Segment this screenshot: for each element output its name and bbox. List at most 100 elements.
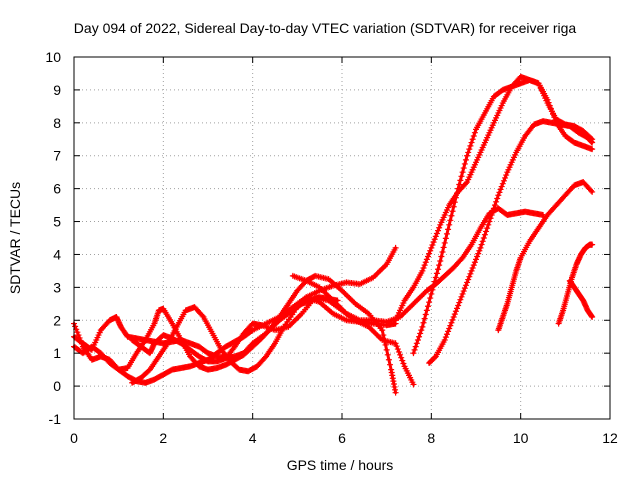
data-point (491, 202, 498, 209)
data-point (399, 357, 406, 364)
data-point (499, 180, 506, 187)
data-point (588, 187, 595, 194)
data-point (450, 203, 457, 210)
data-point (379, 327, 386, 334)
data-point (458, 293, 465, 300)
data-point (456, 299, 463, 306)
series-layer (71, 73, 596, 396)
data-point (468, 267, 475, 274)
data-point (413, 340, 420, 347)
y-tick-label: -1 (49, 411, 62, 427)
data-point (467, 142, 474, 149)
data-point (457, 296, 464, 303)
data-point (464, 152, 471, 159)
y-tick-label: 1 (53, 345, 61, 361)
data-point (481, 231, 488, 238)
data-point (462, 180, 469, 187)
x-tick-label: 2 (159, 430, 167, 446)
data-point (503, 172, 510, 179)
y-axis-label: SDTVAR / TECUs (7, 182, 23, 294)
data-point (486, 218, 493, 225)
data-point (418, 327, 425, 334)
data-point (589, 188, 596, 195)
series-track-12 (566, 277, 596, 320)
data-point (429, 241, 436, 248)
series-track-3 (71, 272, 399, 396)
data-point (423, 307, 430, 314)
data-point (445, 328, 452, 335)
data-point (431, 278, 438, 285)
data-point (397, 351, 404, 358)
data-point (384, 351, 391, 358)
data-point (433, 270, 440, 277)
data-point (458, 173, 465, 180)
data-point (383, 346, 390, 353)
data-point (454, 305, 461, 312)
data-point (498, 183, 505, 190)
data-point (436, 262, 443, 269)
data-point (421, 262, 428, 269)
data-point (589, 146, 596, 153)
y-tick-label: 3 (53, 279, 61, 295)
x-tick-label: 12 (602, 430, 618, 446)
data-point (474, 253, 481, 260)
data-point (428, 290, 435, 297)
data-point (442, 334, 449, 341)
data-point (455, 185, 462, 192)
data-point (416, 333, 423, 340)
data-point (392, 389, 399, 396)
data-point (77, 337, 84, 344)
data-point (439, 248, 446, 255)
data-point (74, 329, 81, 336)
data-point (488, 211, 495, 218)
data-point (464, 279, 471, 286)
data-point (437, 258, 444, 265)
y-tick-label: 5 (53, 214, 61, 230)
data-point (387, 361, 394, 368)
data-point (400, 360, 407, 367)
data-point (502, 174, 509, 181)
data-point (471, 129, 478, 136)
data-point (419, 267, 426, 274)
data-point (495, 192, 502, 199)
data-point (500, 177, 507, 184)
series-track-5 (129, 294, 417, 388)
data-point (485, 221, 492, 228)
data-point (465, 276, 472, 283)
x-tick-label: 6 (338, 430, 346, 446)
data-point (441, 337, 448, 344)
data-point (426, 250, 433, 257)
series-track-10 (495, 179, 596, 334)
data-point (473, 256, 479, 263)
data-point (454, 190, 461, 197)
data-point (452, 194, 459, 201)
data-point (445, 226, 452, 233)
data-point (432, 233, 439, 240)
data-point (199, 312, 206, 319)
data-point (448, 212, 455, 219)
data-point (443, 230, 450, 237)
data-point (435, 227, 442, 234)
data-point (487, 215, 494, 222)
data-point (438, 253, 445, 260)
data-point (477, 244, 484, 251)
data-point (470, 262, 477, 269)
data-point (447, 217, 454, 224)
data-point (496, 189, 503, 196)
data-point (393, 343, 400, 350)
data-point (414, 337, 421, 344)
data-point (479, 238, 486, 245)
data-point (392, 340, 399, 347)
data-point (468, 139, 475, 146)
data-point (470, 132, 477, 139)
y-tick-label: 4 (53, 246, 61, 262)
data-point (490, 205, 497, 212)
data-point (457, 177, 464, 184)
data-point (459, 169, 466, 176)
data-point (460, 165, 467, 172)
data-point (462, 156, 469, 163)
y-tick-label: 0 (53, 378, 61, 394)
chart-title: Day 094 of 2022, Sidereal Day-to-day VTE… (74, 20, 577, 36)
data-point (420, 319, 427, 326)
